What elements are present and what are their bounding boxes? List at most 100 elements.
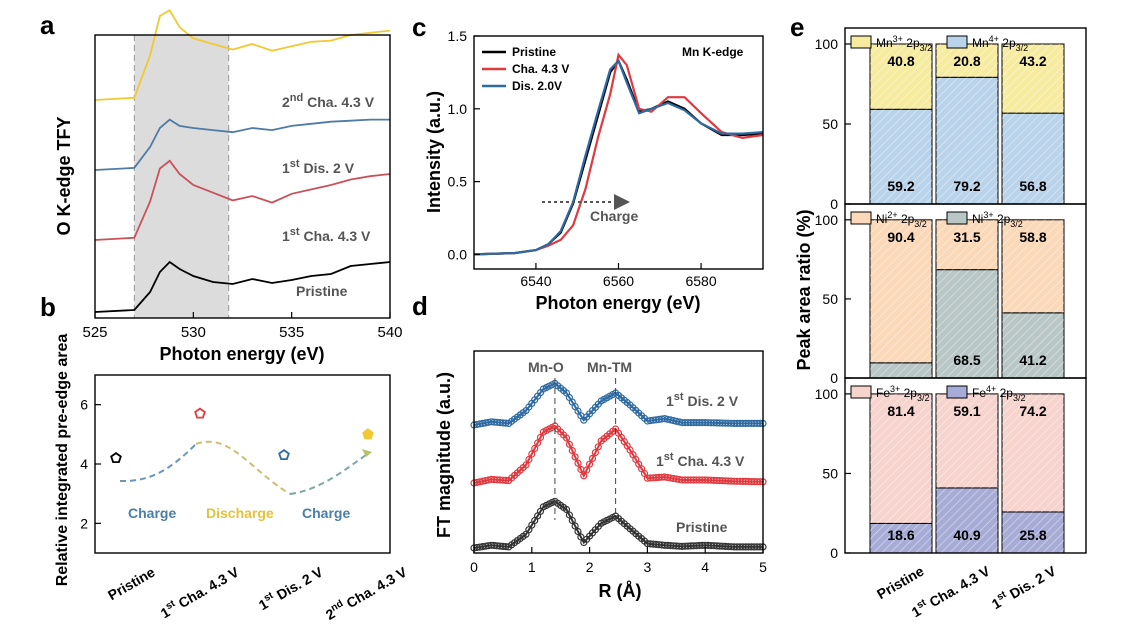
arrow-charge-2 [289, 451, 371, 495]
marker-d-0-36 [574, 527, 582, 536]
d-xtick-label-3: 3 [644, 559, 652, 575]
point-b-2 [278, 448, 290, 461]
annotation-mn-kedge: Mn K-edge [682, 45, 744, 59]
bar-hatch-2-2-1 [1002, 393, 1064, 512]
bar-hatch-2-1-0 [936, 487, 998, 553]
bar-hatch-2-0-0 [870, 523, 932, 553]
bar-hatch-2-1-1 [936, 393, 998, 488]
marker-d-1-42 [591, 449, 600, 457]
a-xtick-label-1: 530 [181, 324, 206, 341]
c-xtick-label-1: 6560 [603, 273, 634, 289]
marker-d-0-33 [565, 511, 574, 519]
panel-e-frame-fe [844, 377, 1087, 554]
e-ytick-label-0-2: 100 [815, 36, 839, 52]
legend-cha: Cha. 4.3 V [512, 62, 569, 76]
bar-label-2-1-1: 59.1 [953, 403, 980, 419]
panel-d-frame [473, 350, 764, 554]
series-c-2 [473, 58, 764, 256]
bar-label-2-0-0: 18.6 [887, 527, 914, 543]
label-d-1st-dis: 1st Dis. 2 V [666, 391, 739, 409]
legend-text-1-0: Ni2+ 2p3/2 [876, 210, 927, 229]
series-a-2 [94, 118, 390, 171]
bar-hatch-2-0-1 [870, 393, 932, 524]
legend-swatch-1-1 [946, 211, 968, 225]
marker-d-1-33 [565, 440, 574, 448]
legend-text-1-1: Ni3+ 2p3/2 [972, 210, 1023, 229]
bar-hatch-0-1-1 [936, 44, 998, 78]
bar-label-0-2-1: 43.2 [1019, 53, 1046, 69]
series-a-0 [94, 260, 391, 313]
bar-label-2-1-0: 40.9 [953, 527, 980, 543]
d-xtick-label-0: 0 [470, 559, 478, 575]
e-ytick-label-1-0: 0 [830, 370, 838, 386]
marker-d-1-35 [571, 453, 579, 461]
legend-swatch-0-0 [850, 35, 872, 49]
panel-a-ylabel: O K-edge TFY [54, 116, 74, 235]
d-xtick-label-1: 1 [528, 559, 536, 575]
legend-dis: Dis. 2.0V [512, 79, 562, 93]
panel-a-xticks: 525 530 535 540 [82, 312, 403, 341]
label-1st-cha: 1st Cha. 4.3 V [282, 226, 371, 244]
bar-hatch-1-0-1 [870, 219, 932, 363]
c-ytick-label-3: 1.5 [448, 28, 468, 44]
bar-hatch-0-0-0 [870, 109, 932, 204]
bar-hatch-2-2-0 [1002, 511, 1064, 553]
e-ytick-label-2-0: 0 [830, 545, 838, 561]
panel-c-letter: c [412, 12, 426, 42]
panel-c-xticks: 6540 6560 6580 [520, 263, 717, 289]
marker-d-1-36 [574, 459, 582, 467]
bar-hatch-1-0-0 [870, 362, 932, 378]
a-xtick-label-3: 540 [377, 324, 402, 341]
marker-d-1-21 [531, 444, 539, 453]
bar-hatch-1-2-0 [1002, 312, 1064, 378]
marker-d-1-23 [536, 433, 545, 442]
panel-e: e 59.2 40.8 79.2 20.8 56.8 43.2 90.4 68.5 31.5 41… [790, 12, 1087, 620]
series-d-1 [473, 424, 764, 484]
bar-label-0-0-0: 59.2 [887, 178, 914, 194]
c-ytick-label-0: 0.0 [448, 246, 468, 262]
label-pristine: Pristine [296, 283, 348, 299]
e-xlabel-0: Pristine [874, 563, 927, 603]
legend-text-0-1: Mn4+ 2p3/2 [972, 34, 1028, 53]
legend-swatch-2-0 [850, 385, 872, 399]
a-xtick-label-0: 525 [82, 324, 107, 341]
e-ytick-label-1-2: 100 [815, 212, 839, 228]
legend-text-0-0: Mn3+ 2p3/2 [876, 34, 932, 53]
marker-d-0-32 [562, 505, 571, 514]
marker-d-1-20 [528, 450, 536, 458]
legend-swatch-1-0 [850, 211, 872, 225]
label-2nd-cha: 2nd Cha. 4.3 V [282, 92, 375, 110]
series-a-1 [94, 159, 391, 241]
e-ytick-label-0-0: 0 [830, 196, 838, 212]
b-xlabel-3: 2nd Cha. 4.3 V [322, 563, 410, 623]
b-ytick-label-1: 4 [80, 456, 88, 472]
marker-d-0-37 [577, 533, 585, 541]
marker-d-1-11 [502, 476, 510, 484]
panel-d-xticks: 0 1 2 3 4 5 [470, 547, 767, 575]
point-b-0 [110, 451, 122, 464]
panel-b-points [110, 407, 374, 464]
marker-d-1-19 [525, 455, 533, 464]
b-xlabel-1: 1st Cha. 4.3 V [157, 563, 242, 622]
point-b-1 [194, 407, 206, 419]
charge-arrow-label: Charge [590, 208, 638, 224]
marker-d-1-41 [588, 454, 597, 462]
bar-label-1-1-0: 68.5 [953, 352, 980, 368]
bar-hatch-1-1-0 [936, 269, 998, 378]
panel-c-legend: Pristine Cha. 4.3 V Dis. 2.0V [482, 45, 569, 93]
b-xlabel-2: 1st Dis. 2 V [255, 563, 326, 614]
legend-pristine: Pristine [512, 45, 556, 59]
bar-hatch-1-1-1 [936, 219, 998, 270]
panel-c: c 6540 6560 6580 0.0 0.5 1.0 1.5 Photon energ… [412, 12, 764, 313]
marker-d-1-40 [585, 460, 594, 468]
e-ytick-label-1-1: 50 [822, 291, 838, 307]
bar-hatch-0-1-0 [936, 77, 998, 204]
bar-label-2-0-1: 81.4 [887, 403, 914, 419]
bar-label-0-2-0: 56.8 [1019, 178, 1046, 194]
arrow-label-discharge: Discharge [206, 505, 274, 521]
bar-hatch-1-2-1 [1002, 219, 1064, 313]
e-ytick-label-0-1: 50 [822, 116, 838, 132]
